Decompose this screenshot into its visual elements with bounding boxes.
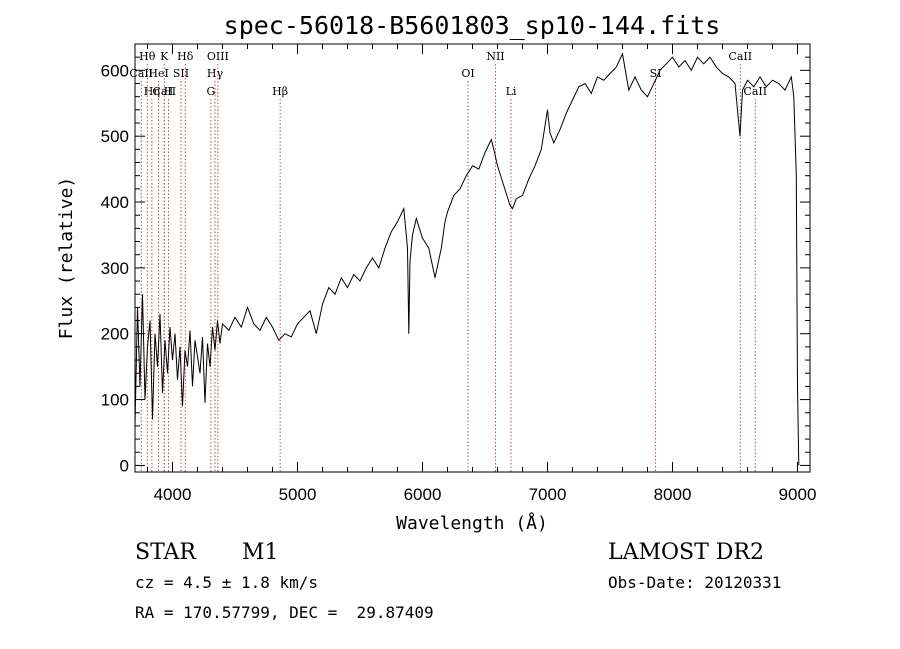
marker-label-12: Hβ bbox=[272, 85, 288, 98]
y-tick-label: 500 bbox=[101, 127, 129, 146]
marker-label-4: Hη bbox=[144, 85, 160, 98]
marker-label-10: Hγ bbox=[207, 67, 224, 80]
redshift-value: cz = 4.5 ± 1.8 km/s bbox=[135, 573, 319, 592]
object-subclass: M1 bbox=[242, 540, 279, 565]
y-axis-label: Flux (relative) bbox=[56, 177, 77, 340]
marker-label-7: H bbox=[164, 85, 174, 98]
marker-label-6: SII bbox=[173, 67, 189, 80]
observation-date: Obs-Date: 20120331 bbox=[608, 573, 782, 592]
marker-label-13: OI bbox=[461, 67, 474, 80]
x-tick-label: 5000 bbox=[279, 485, 317, 504]
marker-label-1: Hθ bbox=[139, 50, 156, 63]
y-tick-label: 400 bbox=[101, 193, 129, 212]
y-tick-label: 0 bbox=[120, 456, 129, 475]
plot-frame bbox=[134, 43, 811, 473]
x-tick-label: 7000 bbox=[529, 485, 567, 504]
axis-ticks: 4000 5000 6000 7000 8000 9000 0 100 200 300 400 500… bbox=[101, 43, 817, 504]
y-tick-label: 300 bbox=[101, 259, 129, 278]
coordinates: RA = 170.57799, DEC = 29.87409 bbox=[135, 603, 434, 622]
spectrum-line bbox=[134, 52, 800, 466]
chart-title: spec-56018-B5601803_sp10-144.fits bbox=[224, 11, 721, 40]
spectral-line-markers: CaII Hθ CaII HeI Hη K SII H Hδ OIII Hγ G Hβ OI NII Li SI… bbox=[129, 50, 767, 472]
x-axis-label: Wavelength (Å) bbox=[396, 512, 548, 534]
y-tick-label: 600 bbox=[101, 61, 129, 80]
marker-label-15: Li bbox=[506, 85, 517, 98]
y-tick-label: 200 bbox=[101, 325, 129, 344]
marker-label-11: G bbox=[206, 85, 215, 98]
marker-label-16: SI bbox=[650, 67, 662, 80]
marker-label-8: Hδ bbox=[177, 50, 194, 63]
x-tick-label: 9000 bbox=[779, 485, 817, 504]
x-tick-label: 8000 bbox=[654, 485, 692, 504]
marker-label-5: K bbox=[160, 50, 169, 63]
marker-label-14: NII bbox=[486, 50, 504, 63]
object-class: STAR bbox=[135, 540, 196, 565]
survey-name: LAMOST DR2 bbox=[608, 540, 764, 565]
y-tick-label: 100 bbox=[101, 391, 129, 410]
marker-label-9: OIII bbox=[207, 50, 229, 63]
x-tick-label: 6000 bbox=[404, 485, 442, 504]
marker-label-3: HeI bbox=[148, 67, 168, 80]
x-tick-label: 4000 bbox=[154, 485, 192, 504]
marker-label-17: CaII bbox=[728, 50, 752, 63]
marker-label-18: CaII bbox=[743, 85, 767, 98]
